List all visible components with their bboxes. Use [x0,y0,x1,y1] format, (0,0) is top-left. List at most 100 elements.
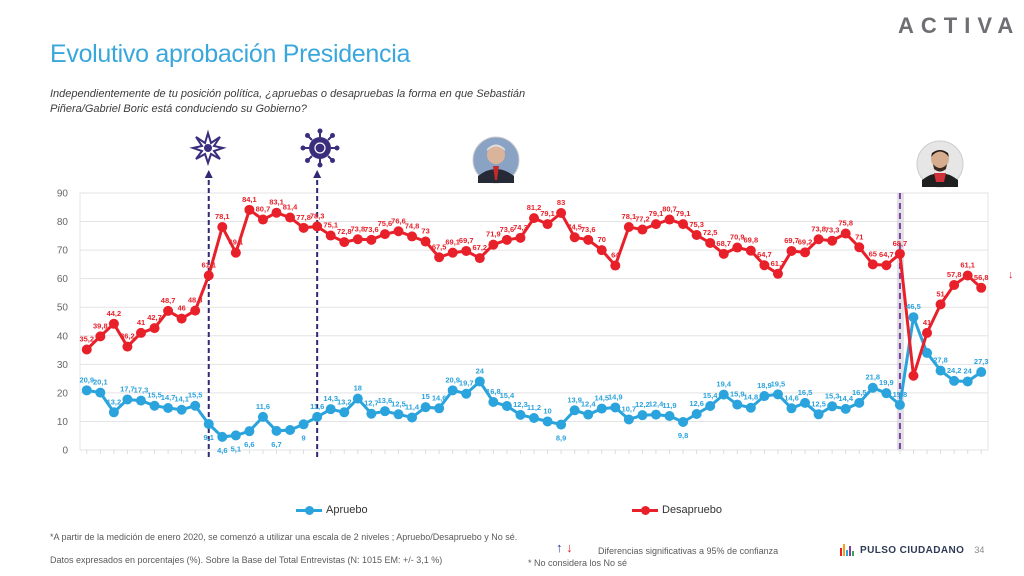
data-label: 75,1 [323,221,338,230]
data-label: 13,2 [337,397,352,406]
data-label: 80,7 [256,205,271,214]
data-point [664,214,675,225]
data-point [244,204,255,215]
data-label: 21,8 [866,373,881,382]
data-point [610,402,621,413]
y-tick-label: 90 [57,189,69,200]
data-point [393,409,404,420]
data-point [813,234,824,245]
data-label: 8,9 [556,434,566,443]
data-label: 69,7 [784,236,799,245]
data-point [488,239,499,250]
data-point [569,232,580,243]
data-label: 9,1 [204,433,214,442]
data-point [122,394,133,405]
data-point [230,247,241,258]
data-label: 61,1 [960,261,975,270]
data-label: 79,1 [540,209,555,218]
data-label: 20,9 [79,375,94,384]
data-label: 69,7 [459,236,474,245]
data-label: 84,1 [242,195,257,204]
data-point [312,221,323,232]
data-label: 13,9 [567,395,582,404]
data-label: 6,6 [244,440,254,449]
data-point [718,389,729,400]
data-label: 15,5 [188,391,203,400]
data-label: 68,7 [893,239,908,248]
data-point [650,409,661,420]
data-point [759,260,770,271]
data-label: 14,4 [838,394,853,403]
data-label: 11,9 [662,401,676,410]
data-point [610,260,621,271]
data-point [379,229,390,240]
data-label: 44,2 [107,309,122,318]
data-label: 13,6 [378,396,393,405]
y-tick-label: 10 [57,417,69,428]
data-label: 16,5 [852,388,867,397]
data-label: 65 [869,249,877,258]
data-label: 46 [177,304,185,313]
data-label: 48,7 [161,296,176,305]
data-point [230,430,241,441]
data-label: 15,8 [893,390,908,399]
data-label: 12,5 [391,399,406,408]
virus-icon [300,128,340,168]
data-point [827,235,838,246]
data-label: 75,3 [689,220,704,229]
y-tick-label: 70 [57,246,69,257]
data-point [813,409,824,420]
data-label: 12,4 [581,400,596,409]
data-label: 11,6 [310,402,324,411]
data-point [840,403,851,414]
data-labels: 20,920,113,217,717,315,514,714,115,59,14… [79,195,988,455]
data-point [271,425,282,436]
data-label: 67,2 [472,243,487,252]
data-label: 39,8 [93,321,108,330]
data-label: 15,4 [500,391,515,400]
data-label: 74,8 [405,221,420,230]
data-label: 73,8 [351,224,366,233]
data-label: 81,4 [283,203,298,212]
data-point [95,387,106,398]
data-point [447,247,458,258]
y-tick-label: 30 [57,360,69,371]
data-point [190,400,201,411]
data-point [176,313,187,324]
data-point [190,305,201,316]
data-point [542,219,553,230]
data-point [800,247,811,258]
data-point [556,207,567,218]
data-point [420,236,431,247]
legend-label: Apruebo [326,504,368,516]
data-label: 46,5 [906,302,921,311]
portrait-boric-icon [916,140,964,188]
data-point [149,323,160,334]
data-label: 78,3 [310,211,325,220]
data-label: 15,5 [147,391,162,400]
data-label: 24,2 [947,366,962,375]
data-point [705,401,716,412]
data-point [488,397,499,408]
data-label: 14,1 [174,395,189,404]
data-label: 61,1 [201,261,216,270]
data-point [434,252,445,263]
data-label: 15,3 [825,391,840,400]
data-label: 27,8 [933,356,948,365]
data-label: 9 [302,433,306,442]
data-point [325,404,336,415]
data-label: 36,2 [120,332,135,341]
data-point [935,299,946,310]
data-point [352,393,363,404]
data-label: 67,5 [432,242,447,251]
data-label: 12,5 [811,399,826,408]
data-label: 57,8 [947,270,962,279]
data-label: 79,1 [676,209,691,218]
y-tick-label: 80 [57,217,69,228]
data-label: 69,2 [798,237,813,246]
data-point [556,419,567,430]
data-point [285,425,296,436]
data-label: 73,6 [581,225,596,234]
data-point [163,305,174,316]
data-point [786,245,797,256]
